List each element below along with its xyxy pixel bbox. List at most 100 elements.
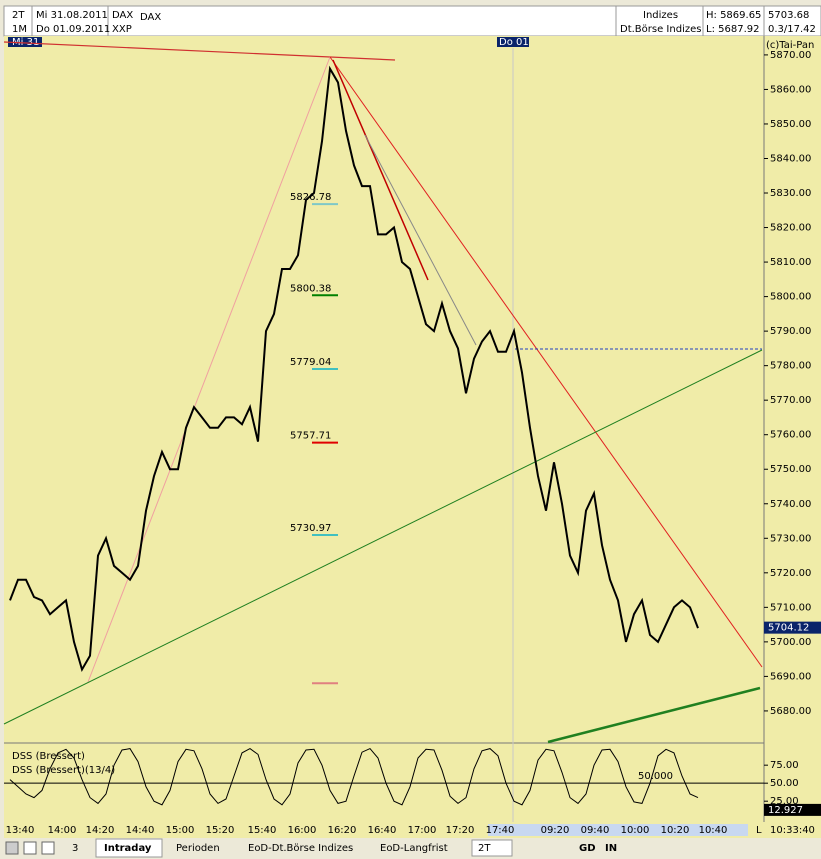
header-box	[3, 5, 765, 37]
tab[interactable]: EoD-Dt.Börse Indizes	[248, 843, 353, 854]
y-tick-label: 5780.00	[770, 361, 811, 372]
trendline	[364, 134, 477, 346]
x-tick-label: 17:40	[486, 825, 515, 836]
y-tick-label: 50.00	[770, 778, 799, 789]
level-label: 5779.04	[290, 357, 331, 368]
y-tick-label: 25.00	[770, 796, 799, 807]
x-axis-highlight	[488, 824, 748, 836]
y-tick-label: 5730.00	[770, 533, 811, 544]
y-tick-label: 5850.00	[770, 119, 811, 130]
period: 2T	[12, 10, 25, 21]
scale-mark: L	[756, 825, 762, 836]
y-tick-label: 5710.00	[770, 602, 811, 613]
period-select[interactable]	[471, 839, 513, 857]
last-value-tag	[764, 803, 821, 816]
group: Indizes	[643, 10, 678, 21]
button[interactable]: GD	[579, 843, 596, 854]
trendline	[329, 56, 763, 668]
y-tick-label: 5760.00	[770, 430, 811, 441]
y-tick-label: 5840.00	[770, 153, 811, 164]
series-line	[9, 65, 699, 673]
level-label: 5730.97	[290, 523, 331, 534]
interval: 1M	[12, 24, 27, 35]
y-tick-label: 5860.00	[770, 84, 811, 95]
tab[interactable]: EoD-Langfrist	[380, 843, 448, 854]
trendline	[332, 59, 429, 281]
tool-icon[interactable]	[41, 841, 55, 855]
x-tick-label: 15:40	[248, 825, 277, 836]
series-line	[9, 747, 699, 806]
level-label: 5800.38	[290, 283, 331, 294]
reference-label: 50.000	[638, 771, 673, 782]
button[interactable]: IN	[605, 843, 617, 854]
x-tick-label: 14:20	[86, 825, 115, 836]
x-tick-label: 15:20	[206, 825, 235, 836]
x-tick-label: 17:20	[446, 825, 475, 836]
y-tick-label: 5830.00	[770, 188, 811, 199]
instrument-name: DAX	[140, 12, 161, 23]
toolbar: 3 Intraday Perioden EoD-Dt.Börse Indizes…	[0, 838, 821, 859]
tab[interactable]: Intraday	[104, 843, 152, 854]
trendline	[3, 349, 763, 725]
index-group: Dt.Börse Indizes	[620, 24, 701, 35]
x-tick-label: 09:40	[581, 825, 610, 836]
tab-active[interactable]	[95, 838, 163, 858]
change: 0.3/17.42	[768, 24, 816, 35]
day-tag	[497, 37, 529, 47]
y-tick-label: 5680.00	[770, 706, 811, 717]
symbol: DAX	[112, 10, 133, 21]
last-value-label: 5704.12	[768, 623, 809, 634]
last-value-label: 12.927	[768, 805, 803, 816]
last-value-tag	[764, 621, 821, 634]
x-tick-label: 10:40	[699, 825, 728, 836]
y-tick-label: 5820.00	[770, 223, 811, 234]
y-tick-label: 5810.00	[770, 257, 811, 268]
day-tag	[8, 37, 42, 47]
indicator-title: DSS (Bressert)	[12, 751, 85, 762]
day-label: Do 01	[499, 37, 529, 48]
plot-bg	[4, 36, 821, 822]
high: H: 5869.65	[706, 10, 761, 21]
y-tick-label: 5750.00	[770, 464, 811, 475]
tool-icon[interactable]	[5, 841, 19, 855]
toolbar-bg	[0, 838, 821, 859]
x-tick-label: 13:40	[6, 825, 35, 836]
x-tick-label: 14:00	[48, 825, 77, 836]
level-label: 5757.71	[290, 431, 331, 442]
y-tick-label: 5690.00	[770, 671, 811, 682]
x-tick-label: 16:20	[328, 825, 357, 836]
date-to: Do 01.09.2011	[36, 24, 110, 35]
y-tick-label: 5800.00	[770, 292, 811, 303]
last-time: 10:33:40	[770, 825, 815, 836]
exchange: XXP	[112, 24, 132, 35]
x-tick-label: 10:20	[661, 825, 690, 836]
indicator-subtitle: DSS (Bressert)(13/4)	[12, 765, 115, 776]
drawings	[3, 41, 763, 744]
period-select-text[interactable]: 2T	[478, 843, 491, 854]
level-label: 5826.78	[290, 192, 331, 203]
x-tick-label: 17:00	[408, 825, 437, 836]
x-tick-label: 10:00	[621, 825, 650, 836]
y-tick-label: 5740.00	[770, 499, 811, 510]
copyright: (c)Tai-Pan	[766, 40, 814, 51]
x-tick-label: 09:20	[541, 825, 570, 836]
x-tick-label: 15:00	[166, 825, 195, 836]
page-number: 3	[72, 843, 78, 854]
date-from: Mi 31.08.2011	[36, 10, 108, 21]
y-tick-label: 5870.00	[770, 50, 811, 61]
header: 2T Mi 31.08.2011 DAX DAX 1M Do 01.09.201…	[3, 5, 821, 37]
last: 5703.68	[768, 10, 809, 21]
y-tick-label: 5770.00	[770, 395, 811, 406]
y-tick-label: 5720.00	[770, 568, 811, 579]
x-tick-label: 16:40	[368, 825, 397, 836]
tab[interactable]: Perioden	[176, 843, 220, 854]
low: L: 5687.92	[706, 24, 759, 35]
x-tick-label: 14:40	[126, 825, 155, 836]
y-tick-label: 5700.00	[770, 637, 811, 648]
y-tick-label: 5790.00	[770, 326, 811, 337]
trendline	[547, 686, 761, 744]
y-tick-label: 75.00	[770, 760, 799, 771]
tool-icon[interactable]	[23, 841, 37, 855]
x-tick-label: 16:00	[288, 825, 317, 836]
